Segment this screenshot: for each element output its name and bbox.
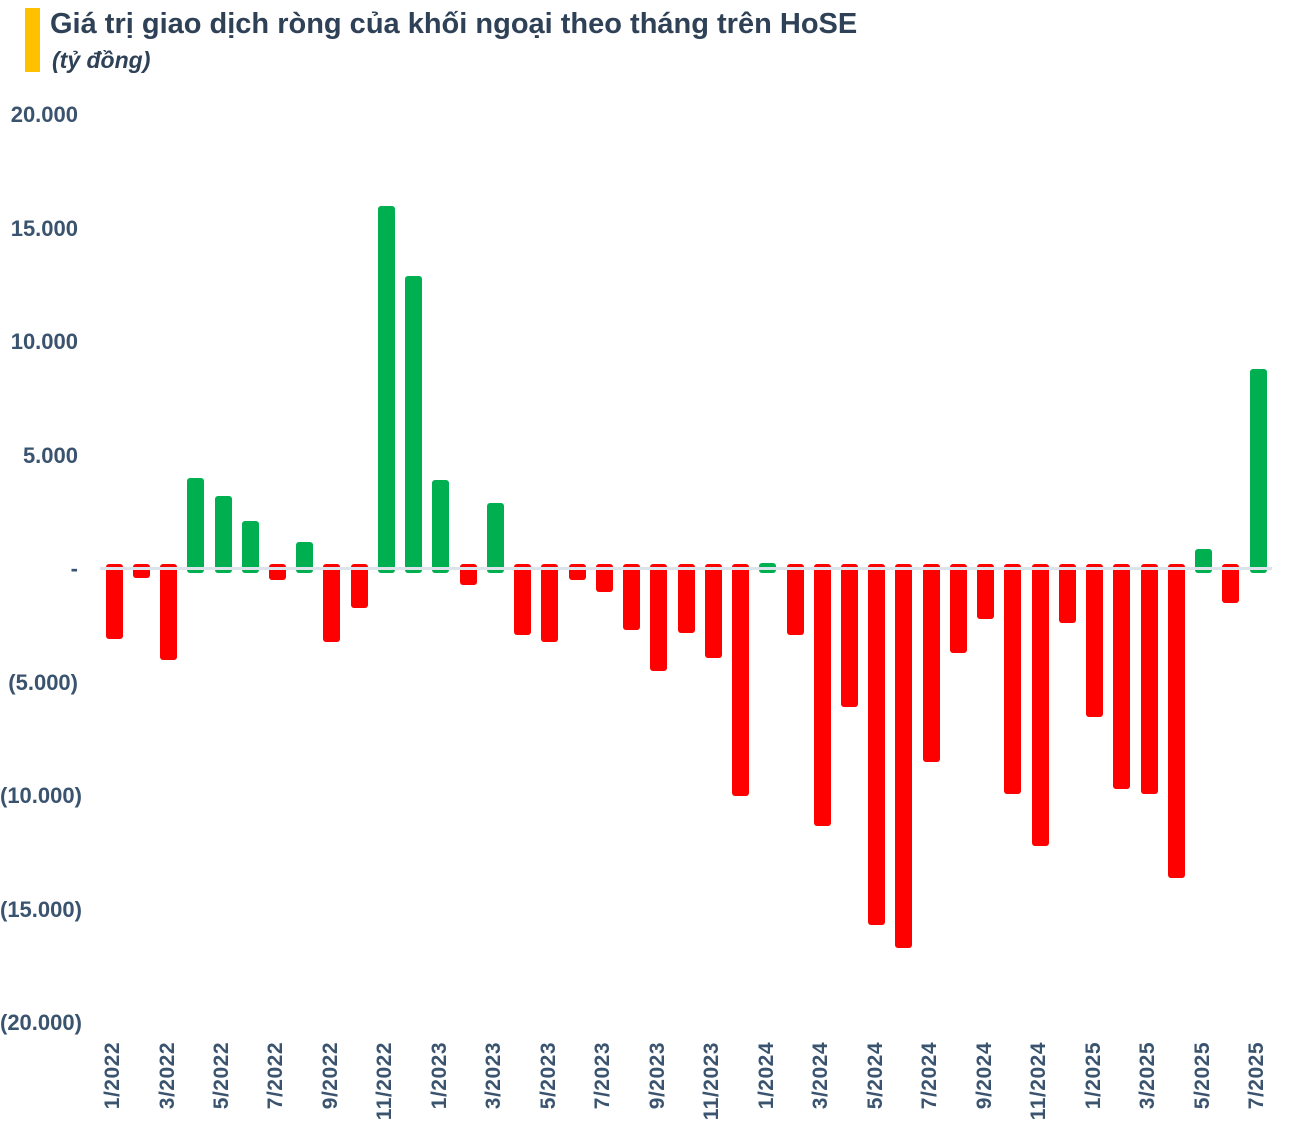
y-axis-tick-label: -: [70, 556, 78, 581]
bar: [296, 541, 314, 573]
bar: [1140, 564, 1158, 794]
x-axis-tick-label: 5/2025: [1190, 1042, 1214, 1110]
x-axis-tick-label: 5/2023: [536, 1042, 560, 1110]
bar: [350, 564, 368, 608]
bar: [949, 564, 967, 653]
zero-axis-line: [100, 567, 1272, 570]
bar: [241, 521, 259, 573]
bar: [1249, 369, 1267, 573]
x-axis-tick-label: 11/2023: [700, 1042, 724, 1121]
bar: [1113, 564, 1131, 790]
bar: [704, 564, 722, 658]
bar: [868, 564, 886, 926]
x-axis-tick-label: 7/2023: [591, 1042, 615, 1110]
bar: [677, 564, 695, 633]
x-axis-tick-label: 5/2022: [210, 1042, 233, 1110]
bar: [1195, 548, 1212, 573]
x-axis-tick-label: 11/2022: [373, 1042, 397, 1121]
bar: [977, 564, 995, 619]
y-axis-tick-label: 10.000: [10, 329, 78, 354]
x-axis-tick-label: 9/2024: [972, 1042, 996, 1110]
y-axis-tick-label: 5.000: [22, 442, 78, 468]
x-axis-tick-label: 7/2024: [918, 1042, 942, 1110]
x-axis-tick-label: 1/2024: [754, 1042, 778, 1110]
bar: [214, 496, 232, 573]
title-accent-bar: [25, 8, 40, 72]
x-axis-tick-label: 9/2023: [645, 1042, 669, 1110]
y-axis-tick-label: (10.000): [0, 783, 82, 808]
bar: [377, 205, 395, 573]
y-axis-tick-label: (15.000): [0, 896, 82, 922]
bar: [541, 564, 559, 642]
y-axis-tick-label: (5.000): [8, 669, 78, 695]
bar: [1031, 564, 1049, 846]
x-axis-tick-label: 5/2024: [863, 1042, 887, 1110]
bar: [813, 564, 831, 826]
y-axis-tick-label: 15.000: [10, 215, 78, 241]
bar: [105, 564, 123, 640]
bar: [160, 564, 177, 660]
bar: [732, 564, 749, 796]
x-axis-tick-label: 7/2022: [264, 1042, 288, 1110]
bar: [486, 503, 504, 573]
x-axis-tick-label: 7/2025: [1245, 1042, 1268, 1110]
bar: [405, 276, 423, 573]
y-axis-tick-label: 20.000: [10, 102, 78, 127]
bar: [650, 564, 668, 672]
bar: [1222, 564, 1240, 604]
bar: [432, 480, 450, 573]
x-axis-tick-label: 3/2024: [809, 1042, 833, 1110]
x-axis-tick-label: 1/2023: [427, 1042, 451, 1110]
bar: [187, 478, 205, 573]
bar: [1058, 564, 1076, 624]
bar: [895, 564, 913, 949]
y-axis-tick-label: (20.000): [0, 1010, 82, 1035]
x-axis-tick-label: 3/2022: [155, 1042, 179, 1110]
chart-subtitle: (tỷ đồng): [52, 47, 151, 73]
chart-title: Giá trị giao dịch ròng của khối ngoại th…: [50, 8, 858, 40]
bar: [595, 564, 613, 592]
x-axis-tick-label: 3/2023: [482, 1042, 506, 1110]
x-axis-tick-label: 11/2024: [1027, 1042, 1051, 1121]
x-axis-tick-label: 9/2022: [318, 1042, 342, 1110]
bar: [922, 564, 940, 762]
bar: [1004, 564, 1022, 794]
bar: [623, 564, 640, 631]
bar: [1167, 564, 1185, 878]
x-axis-tick-label: 3/2025: [1136, 1042, 1159, 1110]
bar: [1086, 564, 1104, 717]
bar: [323, 564, 341, 642]
x-axis-tick-label: 1/2025: [1081, 1042, 1105, 1110]
bar: [786, 564, 804, 635]
bar: [840, 564, 858, 708]
x-axis-tick-label: 1/2022: [101, 1042, 124, 1110]
bar: [514, 564, 532, 635]
